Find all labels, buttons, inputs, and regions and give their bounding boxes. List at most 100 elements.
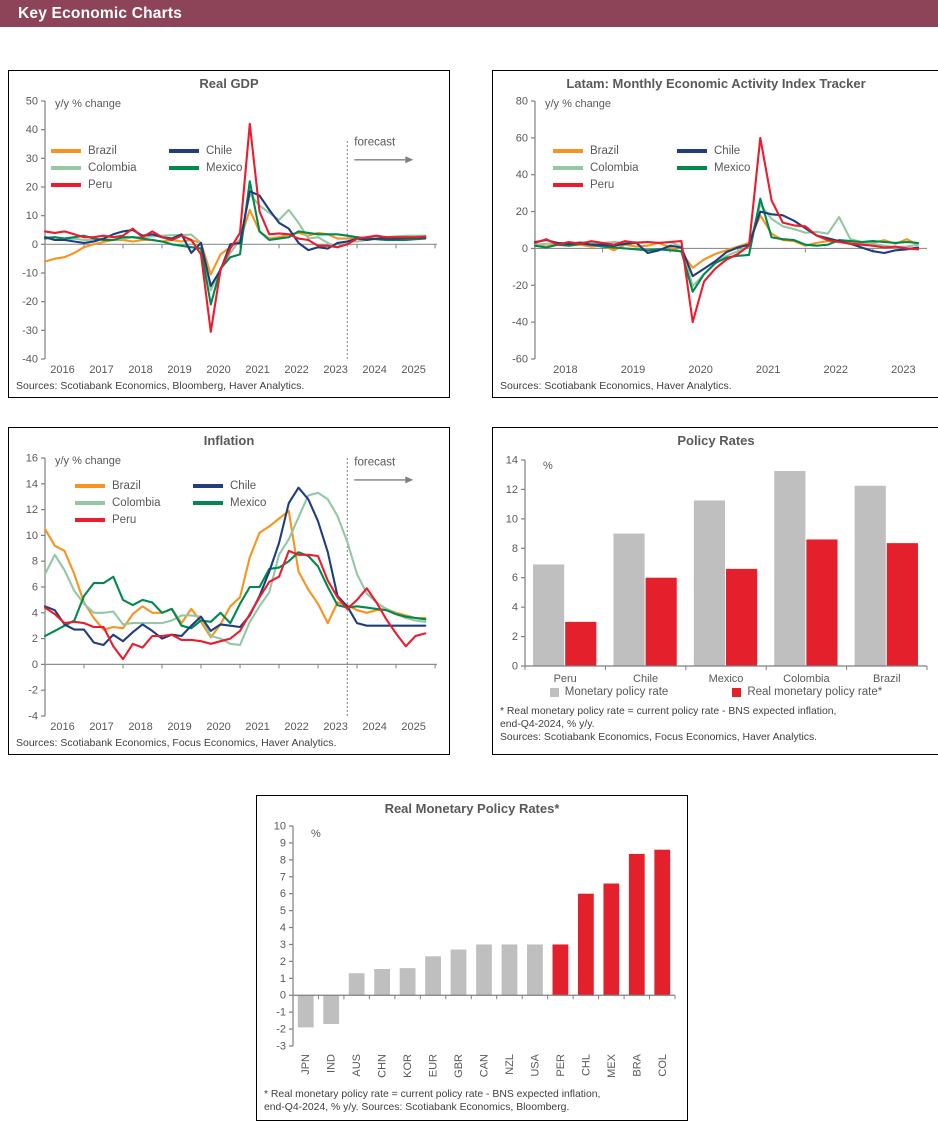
svg-text:KOR: KOR — [402, 1054, 414, 1078]
axis-unit-label: % — [311, 828, 321, 840]
svg-text:forecast: forecast — [354, 136, 396, 148]
svg-text:2: 2 — [512, 631, 518, 643]
legend-label: Brazil — [112, 480, 141, 492]
svg-text:0: 0 — [32, 239, 38, 251]
legend-swatch — [553, 183, 583, 187]
chart-legend: Brazil Chile Colombia Mexico Peru — [75, 480, 266, 526]
svg-text:14: 14 — [26, 478, 38, 490]
legend-label: Mexico — [206, 162, 243, 174]
svg-text:Mexico: Mexico — [709, 673, 744, 685]
svg-text:-10: -10 — [22, 268, 38, 280]
svg-text:2019: 2019 — [167, 721, 191, 733]
svg-text:2024: 2024 — [362, 721, 386, 733]
axis-unit-label: y/y % change — [55, 98, 122, 110]
legend-swatch — [169, 166, 199, 170]
svg-text:2019: 2019 — [167, 364, 191, 376]
svg-text:10: 10 — [26, 210, 38, 222]
chart-footnote: * Real monetary policy rate = current po… — [264, 1089, 601, 1113]
svg-text:-20: -20 — [512, 280, 528, 292]
svg-text:20: 20 — [26, 182, 38, 194]
legend-swatch — [549, 687, 559, 697]
legend-label: Colombia — [112, 497, 161, 509]
svg-text:2018: 2018 — [553, 364, 577, 376]
svg-text:40: 40 — [26, 124, 38, 136]
svg-text:-2: -2 — [276, 1024, 286, 1036]
chart-legend: Brazil Chile Colombia Mexico Peru — [51, 145, 242, 191]
chart-source: Sources: Scotiabank Economics, Haver Ana… — [500, 380, 732, 392]
svg-text:2024: 2024 — [362, 364, 386, 376]
svg-text:2023: 2023 — [323, 364, 347, 376]
legend-label: Peru — [590, 179, 615, 191]
svg-text:4: 4 — [280, 922, 286, 934]
svg-text:NZL: NZL — [504, 1054, 516, 1075]
legend-swatch — [169, 149, 199, 153]
svg-text:16: 16 — [26, 453, 38, 465]
svg-text:EUR: EUR — [428, 1054, 440, 1077]
svg-text:MEX: MEX — [606, 1053, 618, 1078]
svg-text:2020: 2020 — [206, 721, 230, 733]
svg-text:2022: 2022 — [824, 364, 848, 376]
svg-text:1: 1 — [280, 973, 286, 985]
legend-label: Chile — [206, 145, 233, 157]
legend-label: Mexico — [230, 497, 267, 509]
latam-activity-plot: -60 -40 -20 0 20 40 60 80 2018 2019 2020 2021 2022 20… — [512, 96, 927, 376]
inflation-chart: Inflation -4 -2 0 2 4 6 8 10 12 14 16 2016 2017 2018 2… — [8, 427, 450, 755]
svg-text:2023: 2023 — [891, 364, 915, 376]
policy-rates-chart: Policy Rates 0 2 4 6 8 10 12 14 Peru Chile Mexico C… — [492, 427, 938, 755]
svg-text:AUS: AUS — [351, 1054, 363, 1077]
svg-text:2018: 2018 — [128, 364, 152, 376]
svg-text:CHL: CHL — [580, 1054, 592, 1076]
svg-text:20: 20 — [516, 206, 528, 218]
svg-text:2025: 2025 — [401, 721, 425, 733]
svg-text:30: 30 — [26, 153, 38, 165]
svg-text:-2: -2 — [28, 685, 38, 697]
svg-text:-40: -40 — [512, 317, 528, 329]
svg-text:2018: 2018 — [128, 721, 152, 733]
svg-text:2016: 2016 — [50, 364, 74, 376]
chart-source: Sources: Scotiabank Economics, Focus Eco… — [16, 737, 337, 749]
legend-swatch — [51, 166, 81, 170]
legend-swatch — [553, 149, 583, 153]
svg-text:0: 0 — [32, 659, 38, 671]
svg-text:2023: 2023 — [323, 721, 347, 733]
legend-label: Brazil — [590, 145, 619, 157]
inflation-plot: -4 -2 0 2 4 6 8 10 12 14 16 2016 2017 2018 2019 2020 202… — [26, 453, 437, 733]
latam-activity-chart: Latam: Monthly Economic Activity Index T… — [492, 70, 938, 398]
legend-label: Mexico — [714, 162, 751, 174]
svg-text:-4: -4 — [28, 711, 38, 723]
svg-text:forecast: forecast — [354, 457, 396, 469]
svg-text:8: 8 — [32, 556, 38, 568]
svg-text:2016: 2016 — [50, 721, 74, 733]
svg-text:4: 4 — [512, 602, 518, 614]
svg-text:12: 12 — [26, 504, 38, 516]
svg-text:2020: 2020 — [206, 364, 230, 376]
svg-text:Brazil: Brazil — [873, 673, 901, 685]
legend-label: Peru — [88, 179, 113, 191]
svg-text:10: 10 — [506, 513, 518, 525]
real-policy-rates-chart: Real Monetary Policy Rates* -3 -2 -1 0 1 2 3 4 5… — [256, 795, 688, 1121]
svg-text:9: 9 — [280, 837, 286, 849]
svg-text:12: 12 — [506, 484, 518, 496]
legend-swatch — [51, 183, 81, 187]
svg-text:8: 8 — [280, 854, 286, 866]
svg-text:-20: -20 — [22, 296, 38, 308]
svg-text:2021: 2021 — [756, 364, 780, 376]
svg-text:7: 7 — [280, 871, 286, 883]
svg-text:-30: -30 — [22, 325, 38, 337]
chart-title: Real Monetary Policy Rates* — [384, 801, 560, 816]
legend-label: Brazil — [88, 145, 117, 157]
chart-footnote: * Real monetary policy rate = current po… — [500, 706, 837, 743]
chart-title: Policy Rates — [677, 433, 755, 448]
svg-text:0: 0 — [522, 243, 528, 255]
svg-text:COL: COL — [657, 1054, 669, 1077]
axis-unit-label: y/y % change — [545, 98, 612, 110]
svg-text:Chile: Chile — [633, 673, 658, 685]
svg-text:BRA: BRA — [631, 1053, 643, 1076]
axis-unit-label: % — [543, 460, 553, 472]
svg-text:-40: -40 — [22, 354, 38, 366]
legend-label: Chile — [714, 145, 741, 157]
svg-text:8: 8 — [512, 543, 518, 555]
axis-unit-label: y/y % change — [55, 455, 122, 467]
svg-text:5: 5 — [280, 905, 286, 917]
